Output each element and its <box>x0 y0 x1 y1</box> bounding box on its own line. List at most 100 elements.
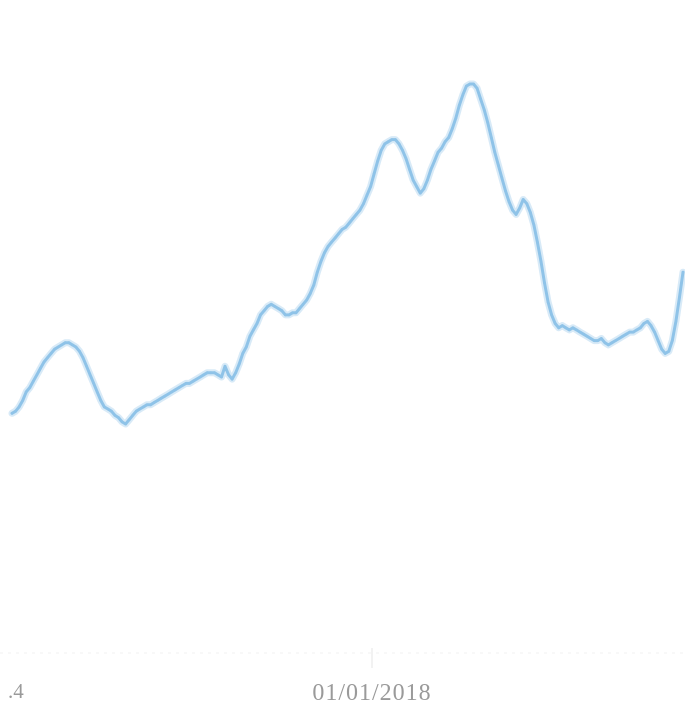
series-point <box>173 388 177 392</box>
series-point <box>202 373 206 377</box>
series-point <box>585 334 589 338</box>
series-point <box>31 379 35 383</box>
series-point <box>284 313 287 317</box>
series-point <box>663 352 667 355</box>
series-point <box>628 330 632 334</box>
series-point <box>99 399 103 402</box>
series-point <box>607 343 610 347</box>
series-point <box>589 337 593 340</box>
series-point <box>230 377 234 381</box>
series-point <box>333 236 337 240</box>
series-point <box>216 373 220 377</box>
series-point <box>617 337 621 340</box>
series-point <box>578 330 582 334</box>
series-point <box>184 382 188 385</box>
series-point <box>518 206 522 210</box>
series-point <box>404 157 408 161</box>
series-point <box>244 345 248 349</box>
series-point <box>323 251 326 255</box>
series-point <box>326 245 330 248</box>
series-point <box>145 403 149 407</box>
series-point <box>330 240 333 244</box>
series-point <box>486 121 490 124</box>
series-point <box>53 347 56 351</box>
series-point <box>191 379 195 383</box>
series-point <box>42 360 46 364</box>
series-point <box>340 228 344 231</box>
series-group <box>8 80 685 428</box>
series-point <box>401 148 404 152</box>
series-point <box>46 356 49 360</box>
series-point <box>344 225 348 229</box>
series-point <box>649 324 653 327</box>
series-point <box>280 309 284 313</box>
series-point <box>390 138 394 142</box>
series-point <box>347 221 351 225</box>
series-point <box>287 313 291 317</box>
series-point <box>337 232 340 236</box>
series-point <box>312 283 316 287</box>
series-point <box>493 151 497 154</box>
series-point <box>120 420 124 424</box>
series-point <box>152 401 156 404</box>
series-point <box>525 202 529 206</box>
series-point <box>599 337 603 340</box>
series-point <box>358 208 362 212</box>
series-point <box>436 151 440 154</box>
series-point <box>227 373 231 377</box>
series-point <box>213 371 216 375</box>
series-point <box>142 405 145 409</box>
series-point <box>461 93 465 97</box>
series-point <box>92 382 96 385</box>
series-point <box>223 364 227 368</box>
series-point <box>681 270 685 274</box>
series-point <box>255 322 259 325</box>
series-point <box>159 396 163 400</box>
series-point <box>177 386 181 389</box>
series-point <box>67 341 71 345</box>
series-point <box>237 362 241 366</box>
series-point <box>17 405 21 409</box>
series-point <box>305 298 309 302</box>
series-point <box>170 390 174 394</box>
series-point <box>383 142 387 146</box>
series-line-halo <box>8 80 685 428</box>
series-point <box>131 414 135 417</box>
series-point <box>273 305 277 308</box>
series-point <box>134 409 138 413</box>
series-point <box>408 168 411 171</box>
series-point <box>198 375 202 379</box>
series-point <box>411 178 415 182</box>
series-point <box>521 198 525 201</box>
series-point <box>429 168 433 171</box>
series-point <box>298 307 301 310</box>
series-point <box>394 138 397 142</box>
series-point <box>667 349 671 353</box>
series-point <box>443 140 447 144</box>
series-point <box>24 390 28 394</box>
series-point <box>362 202 365 206</box>
series-point <box>188 382 191 385</box>
series-point <box>489 136 493 139</box>
series-point <box>457 104 461 107</box>
series-point <box>294 311 298 315</box>
series-point <box>49 352 53 355</box>
series-point <box>624 332 628 336</box>
series-point <box>248 334 252 338</box>
series-point <box>166 392 170 396</box>
series-point <box>447 136 451 139</box>
series-point <box>21 399 25 402</box>
series-point <box>266 305 269 308</box>
series-point <box>308 292 312 295</box>
series-point <box>539 260 543 263</box>
series-point <box>291 311 294 315</box>
series-point <box>592 339 596 342</box>
series-point <box>511 208 514 212</box>
series-point <box>568 328 571 332</box>
series-point <box>78 349 81 353</box>
series-point <box>450 127 454 131</box>
series-point <box>603 341 607 345</box>
series-point <box>536 240 539 244</box>
series-point <box>422 187 426 191</box>
